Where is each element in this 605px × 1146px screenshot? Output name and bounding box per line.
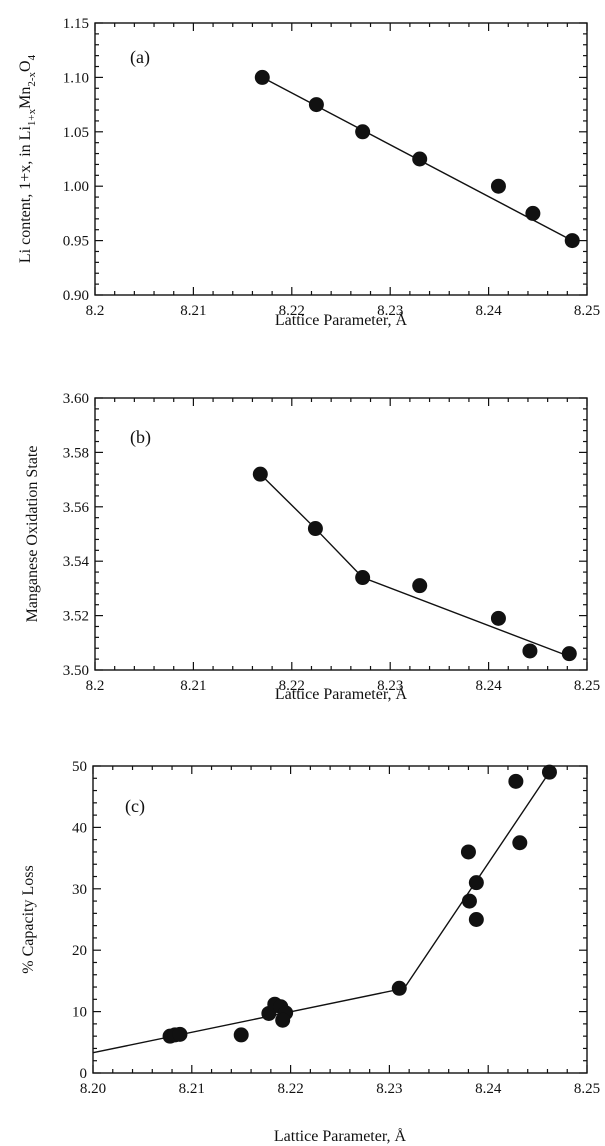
x-axis-label: Lattice Parameter, Å [275,311,408,329]
panel-label: (a) [130,47,150,68]
y-tick-label: 3.56 [63,500,90,516]
data-point [412,578,428,594]
y-axis-label: % Capacity Loss [20,865,37,973]
data-point [541,764,557,780]
plot-frame [94,397,588,671]
data-point [461,893,477,909]
data-point [561,646,577,662]
data-point [355,570,371,586]
y-tick-label: 30 [72,882,87,898]
data-point [508,773,524,789]
data-point [308,97,324,113]
y-axis-label-part: Li content, 1+x, in Li [17,126,34,264]
data-point [307,521,323,537]
x-tick-label: 8.24 [475,303,502,319]
y-axis-label-subscript: 1+x [26,108,38,126]
data-point [391,980,407,996]
x-tick-label: 8.21 [180,303,206,319]
x-tick-label: 8.24 [475,678,502,694]
y-axis-label: Manganese Oxidation State [24,446,41,623]
x-axis-label: Lattice Parameter, Å [274,1127,407,1145]
chart-panel-b: 8.2 8.21 8.22 8.23 8.24 8.25 3.50 3.52 3.54 3.56 3… [24,391,600,703]
y-tick-label: 1.15 [63,16,89,32]
y-tick-label: 0 [80,1066,88,1082]
y-tick-label: 1.10 [63,70,89,86]
y-axis-label: Li content, 1+x, in Li1+xMn2-xO4 [17,54,38,263]
y-tick-label: 1.00 [63,179,89,195]
data-point [468,912,484,927]
y-axis-label-subscript: 4 [26,54,38,60]
x-tick-label: 8.2 [86,678,105,694]
data-point [233,1027,249,1043]
data-point [512,835,528,851]
y-axis-label-part: O [17,60,34,72]
x-tick-label: 8.22 [277,1081,303,1097]
y-axis-label-part: Mn [17,87,34,109]
data-point [468,875,484,891]
x-tick-label: 8.25 [574,1081,600,1097]
x-axis-label: Lattice Parameter, Å [275,685,408,703]
data-point [412,151,428,167]
y-tick-label: 0.90 [63,288,89,304]
fit-line [259,473,570,658]
y-tick-label: 40 [72,820,87,836]
data-point [275,1012,291,1028]
x-tick-label: 8.25 [574,303,600,319]
y-tick-label: 3.54 [63,554,90,570]
y-tick-label: 20 [72,943,87,959]
data-point [490,178,506,194]
y-tick-label: 10 [72,1005,87,1021]
x-tick-label: 8.22 [279,678,305,694]
fit-line [92,771,551,1054]
y-tick-label: 3.52 [63,609,89,625]
data-point [355,124,371,140]
plot-frame [92,765,588,1074]
x-tick-label: 8.21 [179,1081,205,1097]
data-point [254,69,270,85]
data-point [525,205,541,221]
x-tick-label: 8.23 [377,303,403,319]
y-tick-label: 3.58 [63,445,89,461]
panel-label: (c) [125,796,145,817]
data-point [252,466,268,482]
y-tick-label: 0.95 [63,234,89,250]
x-tick-label: 8.20 [80,1081,106,1097]
x-tick-label: 8.24 [475,1081,502,1097]
x-tick-label: 8.23 [377,678,403,694]
panel-label: (b) [130,427,151,448]
y-axis-label-subscript: 2-x [26,71,38,86]
y-tick-label: 1.05 [63,125,89,141]
y-tick-label: 50 [72,759,87,775]
x-tick-label: 8.21 [180,678,206,694]
chart-panel-a: 8.2 8.21 8.22 8.23 8.24 8.25 0.90 0.95 1.00 1.05 1… [17,16,600,329]
x-tick-label: 8.23 [376,1081,402,1097]
x-tick-label: 8.2 [86,303,105,319]
plot-frame [94,22,588,296]
data-point [522,643,538,659]
data-point [490,610,506,626]
y-tick-label: 3.50 [63,663,89,679]
x-tick-label: 8.22 [279,303,305,319]
x-tick-label: 8.25 [574,678,600,694]
data-point [460,844,476,860]
chart-panel-c: 8.20 8.21 8.22 8.23 8.24 8.25 0 10 20 30 40 50 Latti… [20,759,600,1145]
y-tick-label: 3.60 [63,391,89,407]
data-point [172,1026,188,1042]
data-point [564,233,580,249]
